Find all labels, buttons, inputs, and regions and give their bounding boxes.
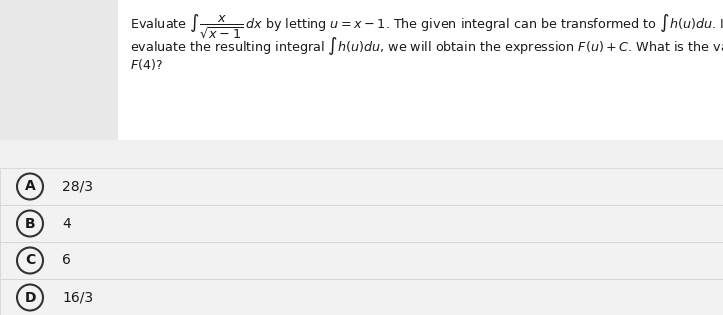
Text: A: A [25,180,35,193]
Text: evaluate the resulting integral $\int h(u)du$, we will obtain the expression $F(: evaluate the resulting integral $\int h(… [130,35,723,57]
FancyBboxPatch shape [0,168,723,205]
Text: 16/3: 16/3 [62,290,93,305]
Text: Evaluate $\int \dfrac{x}{\sqrt{x-1}}\,dx$ by letting $u = x - 1$. The given inte: Evaluate $\int \dfrac{x}{\sqrt{x-1}}\,dx… [130,12,723,40]
Text: 6: 6 [62,254,71,267]
Circle shape [17,174,43,199]
FancyBboxPatch shape [0,279,723,315]
Text: D: D [25,290,35,305]
Text: 4: 4 [62,216,71,231]
Text: 28/3: 28/3 [62,180,93,193]
Circle shape [17,248,43,273]
Circle shape [17,210,43,237]
FancyBboxPatch shape [0,0,723,140]
Circle shape [17,284,43,311]
FancyBboxPatch shape [0,242,723,279]
Text: $F(4)$?: $F(4)$? [130,57,163,72]
FancyBboxPatch shape [0,0,118,140]
Text: B: B [25,216,35,231]
Text: C: C [25,254,35,267]
FancyBboxPatch shape [0,205,723,242]
